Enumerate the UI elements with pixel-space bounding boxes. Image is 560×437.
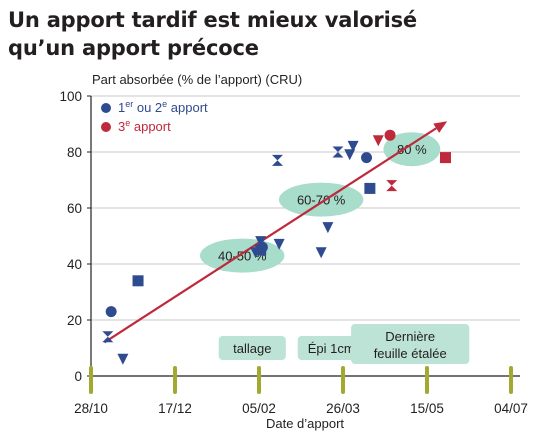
x-tick-label-0: 28/10 — [74, 401, 108, 416]
trend-line — [103, 127, 437, 344]
data-point-0-3 — [132, 275, 144, 287]
y-tick-label-0: 0 — [74, 369, 82, 384]
data-point-0-8 — [271, 154, 283, 166]
x-tick-label-4: 15/05 — [410, 401, 444, 416]
y-axis-label: Part absorbée (% de l’apport) (CRU) — [92, 72, 302, 87]
data-point-0-10 — [315, 247, 327, 259]
data-point-0-7 — [256, 241, 268, 253]
y-tick-label-100: 100 — [59, 89, 82, 104]
data-point-0-15 — [361, 152, 373, 164]
data-points — [102, 129, 451, 365]
trend-arrow — [103, 121, 448, 344]
x-tick-labels: 28/10 17/12 05/02 26/03 15/05 04/07 — [74, 366, 528, 416]
data-point-0-13 — [344, 149, 356, 161]
stage-label-1-0: Épi 1cm — [308, 341, 355, 356]
stage-label-2-1: feuille étalée — [374, 346, 447, 361]
data-point-0-9 — [273, 238, 285, 250]
y-tick-labels: 0 20 40 60 80 100 — [59, 89, 82, 384]
chart-title: Un apport tardif est mieux valorisé qu’u… — [8, 6, 417, 62]
legend: 1er ou 2e apport 3e apport — [101, 99, 208, 134]
data-point-1-0 — [372, 135, 384, 147]
uptake-bubble-label-1: 60-70 % — [297, 193, 346, 208]
chart-title-line-1: Un apport tardif est mieux valorisé — [8, 8, 417, 32]
uptake-bubble-label-2: 80 % — [397, 142, 427, 157]
data-point-0-16 — [364, 182, 376, 194]
x-tick-label-2: 05/02 — [242, 401, 276, 416]
stage-box-2 — [351, 324, 470, 364]
chart-title-line-2: qu’un apport précoce — [8, 36, 259, 60]
data-point-1-1 — [384, 129, 396, 141]
x-tick-label-3: 26/03 — [326, 401, 360, 416]
stage-box-1 — [297, 336, 365, 360]
stage-box-0 — [218, 336, 286, 360]
growth-stage-labels: tallage Épi 1cm Dernière feuille étalée — [218, 324, 470, 364]
data-point-0-1 — [105, 306, 117, 318]
data-point-0-5 — [255, 236, 267, 248]
data-point-0-11 — [322, 222, 334, 234]
data-point-0-14 — [347, 140, 359, 152]
data-point-0-2 — [117, 353, 129, 365]
data-point-0-0 — [102, 331, 114, 343]
data-point-1-2 — [386, 180, 398, 192]
legend-label-1: 3e apport — [118, 118, 171, 134]
legend-marker-0 — [101, 103, 111, 113]
uptake-bubble-1 — [278, 182, 364, 217]
y-tick-label-60: 60 — [67, 201, 82, 216]
x-tick-label-1: 17/12 — [158, 401, 192, 416]
y-tick-label-40: 40 — [67, 257, 82, 272]
x-tick-label-5: 04/07 — [494, 401, 528, 416]
axes — [90, 96, 520, 377]
legend-marker-1 — [101, 122, 111, 132]
y-tick-label-80: 80 — [67, 145, 82, 160]
x-axis-label: Date d’apport — [266, 416, 344, 431]
uptake-bubble-2 — [383, 132, 441, 167]
legend-label-0: 1er ou 2e apport — [118, 99, 208, 115]
data-point-0-12 — [332, 146, 344, 158]
stage-label-2-0: Dernière — [385, 329, 435, 344]
stage-label-0-0: tallage — [233, 341, 271, 356]
trend-arrowhead — [433, 121, 448, 133]
data-point-1-3 — [439, 152, 451, 164]
y-tick-label-20: 20 — [67, 313, 82, 328]
